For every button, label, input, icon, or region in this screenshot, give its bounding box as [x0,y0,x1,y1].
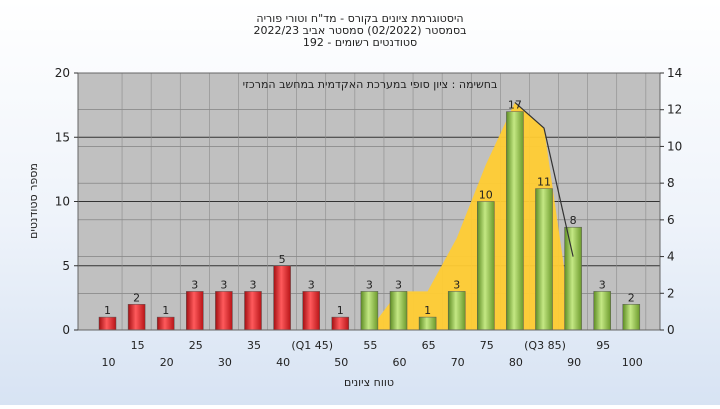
bar-11 [389,291,408,331]
bar-10 [360,291,379,331]
x-tick-label-7: 40 [276,356,290,369]
x-tick-label-9: 50 [334,356,348,369]
y2-tick-label: 8 [667,176,675,190]
bar-1 [98,316,117,331]
data-label-13: 3 [453,278,460,291]
x-tick-label-2: 15 [131,339,145,352]
x-tick-label-19: 100 [622,356,643,369]
bar-13 [447,291,466,331]
x-tick-label-16: (Q3 85) [524,339,566,352]
y2-tick-label: 12 [667,103,682,117]
bar-14 [477,201,495,331]
data-label-19: 2 [628,291,635,304]
x-tick-label-4: 25 [189,339,203,352]
bar-12 [418,316,437,331]
x-tick-label-10: 55 [363,339,377,352]
data-label-9: 1 [337,304,344,317]
data-label-8: 3 [308,278,315,291]
bar-15 [506,111,524,331]
x-axis: 10 15 20 25 30 35 40(Q1 45)50 55 60 65 70 75 80(Q3 8… [102,339,643,369]
bar-3 [156,316,175,331]
curve-line [514,101,574,257]
data-label-12: 1 [424,304,431,317]
chart-title-line-2: בסמסטר (02/2022) סמסטר אביב 2022/23 [253,24,466,37]
chart-title-line-3: סטודנטים רשומים - 192 [303,36,417,49]
data-label-15: 17 [508,99,522,112]
bar-9 [331,316,350,331]
x-tick-label-3: 20 [160,356,174,369]
data-label-2: 2 [133,291,140,304]
y2-tick-label: 6 [667,213,675,227]
y-tick-label: 10 [55,195,70,209]
x-tick-label-6: 35 [247,339,261,352]
y2-tick-label: 14 [667,66,682,80]
x-tick-label-5: 30 [218,356,232,369]
data-label-14: 10 [479,189,493,202]
data-label-16: 11 [537,176,551,189]
data-label-18: 3 [599,278,606,291]
bar-18 [593,291,611,331]
data-label-10: 3 [366,278,373,291]
bar-8 [302,291,320,331]
x-tick-label-1: 10 [102,356,116,369]
data-label-1: 1 [104,304,111,317]
y-tick-label: 0 [62,323,70,337]
x-tick-label-18: 95 [596,339,610,352]
bar-2 [127,304,146,331]
area-series [107,102,632,331]
x-tick-label-14: 75 [480,339,494,352]
area-path [107,102,632,331]
bar-17 [564,226,582,331]
x-tick-label-13: 70 [451,356,465,369]
y2-tick-label: 4 [667,250,675,264]
x-tick-label-12: 65 [422,339,436,352]
y2-tick-label: 10 [667,139,682,153]
data-label-17: 8 [570,214,577,227]
y-axis: 0 5 10 15 20 [55,66,78,337]
y2-axis: 0 2 4 6 8 10 12 14 [660,66,682,337]
x-tick-label-15: 80 [509,356,523,369]
x-axis-label: טווח ציונים [344,376,394,389]
bar-4 [186,291,204,331]
bar-16 [535,188,553,331]
data-label-11: 3 [395,278,402,291]
data-label-4: 3 [191,278,198,291]
x-tick-label-8: (Q1 45) [291,339,333,352]
bar-7 [273,265,291,331]
y-tick-label: 5 [62,259,70,273]
x-tick-label-17: 90 [567,356,581,369]
y2-tick-label: 2 [667,286,675,300]
y2-tick-label: 0 [667,323,675,337]
y-tick-label: 20 [55,66,70,80]
data-label-7: 5 [279,253,286,266]
chart-title-line-1: היסטוגרמת ציונים בקורס - מד"ח וטורי פורי… [256,12,463,25]
bar-19 [622,304,641,331]
bar-5 [215,291,233,331]
data-label-5: 3 [220,278,227,291]
curve-series [514,101,574,257]
y-tick-label: 15 [55,130,70,144]
y-axis-label: מספר סטודנטים [27,163,40,239]
x-tick-label-11: 60 [393,356,407,369]
data-label-3: 1 [162,304,169,317]
chart-subtitle: בחשימה : ציון סופי במערכת האקדמית במחשב … [243,78,498,91]
data-labels: 1 2 1 3 3 3 5 3 1 3 3 1 3 10 17 11 8 3 2 [104,99,635,318]
bar-series [98,111,641,331]
data-label-6: 3 [250,278,257,291]
bar-6 [244,291,262,331]
